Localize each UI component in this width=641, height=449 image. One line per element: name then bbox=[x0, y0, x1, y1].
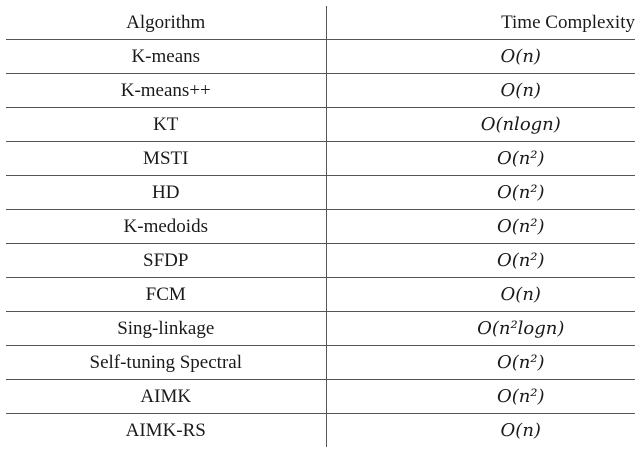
table-row: K-means O(n) bbox=[6, 39, 635, 74]
algorithm-cell: SFDP bbox=[6, 243, 327, 278]
complexity-cell: O(n²) bbox=[326, 243, 635, 278]
complexity-cell: O(n²logn) bbox=[326, 311, 635, 346]
complexity-cell: O(n) bbox=[500, 420, 541, 441]
table-row: FCM O(n) bbox=[6, 277, 635, 312]
header-algorithm: Algorithm bbox=[6, 6, 327, 40]
algorithm-cell: AIMK bbox=[6, 379, 327, 414]
complexity-cell: O(n) bbox=[326, 73, 635, 108]
complexity-cell: O(n) bbox=[326, 39, 635, 74]
algorithm-cell: K-means bbox=[6, 39, 327, 74]
complexity-cell: O(n²) bbox=[326, 345, 635, 380]
complexity-cell: O(nlogn) bbox=[326, 107, 635, 142]
algorithm-cell: MSTI bbox=[6, 141, 327, 176]
table-row: HD O(n²) bbox=[6, 175, 635, 210]
complexity-table: Algorithm Time Complexity K-means O(n) K… bbox=[6, 6, 635, 447]
header-time-complexity: Time Complexity bbox=[326, 6, 635, 40]
algorithm-cell: Sing-linkage bbox=[6, 311, 327, 346]
complexity-cell: O(n) bbox=[326, 277, 635, 312]
table-row: Sing-linkage O(n²logn) bbox=[6, 311, 635, 346]
algorithm-cell: KT bbox=[6, 107, 327, 142]
algorithm-cell: HD bbox=[6, 175, 327, 210]
table-row: AIMK O(n²) bbox=[6, 379, 635, 414]
complexity-cell: O(n²) bbox=[326, 209, 635, 244]
complexity-cell: O(n²) bbox=[326, 379, 635, 414]
table-row: AIMK-RS O(n) bbox=[6, 413, 635, 447]
complexity-cell: O(n²) bbox=[326, 175, 635, 210]
table-row: K-means++ O(n) bbox=[6, 73, 635, 108]
table-row: Self-tuning Spectral O(n²) bbox=[6, 345, 635, 380]
algorithm-cell: K-medoids bbox=[6, 209, 327, 244]
table-row: MSTI O(n²) bbox=[6, 141, 635, 176]
algorithm-cell: K-means++ bbox=[6, 73, 327, 108]
table-row: K-medoids O(n²) bbox=[6, 209, 635, 244]
table-row: KT O(nlogn) bbox=[6, 107, 635, 142]
algorithm-cell: Self-tuning Spectral bbox=[6, 345, 327, 380]
algorithm-cell: AIMK-RS bbox=[6, 413, 327, 447]
complexity-table-container: Algorithm Time Complexity K-means O(n) K… bbox=[6, 6, 635, 447]
table-header-row: Algorithm Time Complexity bbox=[6, 6, 635, 40]
algorithm-cell: FCM bbox=[6, 277, 327, 312]
table-row: SFDP O(n²) bbox=[6, 243, 635, 278]
complexity-cell: O(n²) bbox=[326, 141, 635, 176]
